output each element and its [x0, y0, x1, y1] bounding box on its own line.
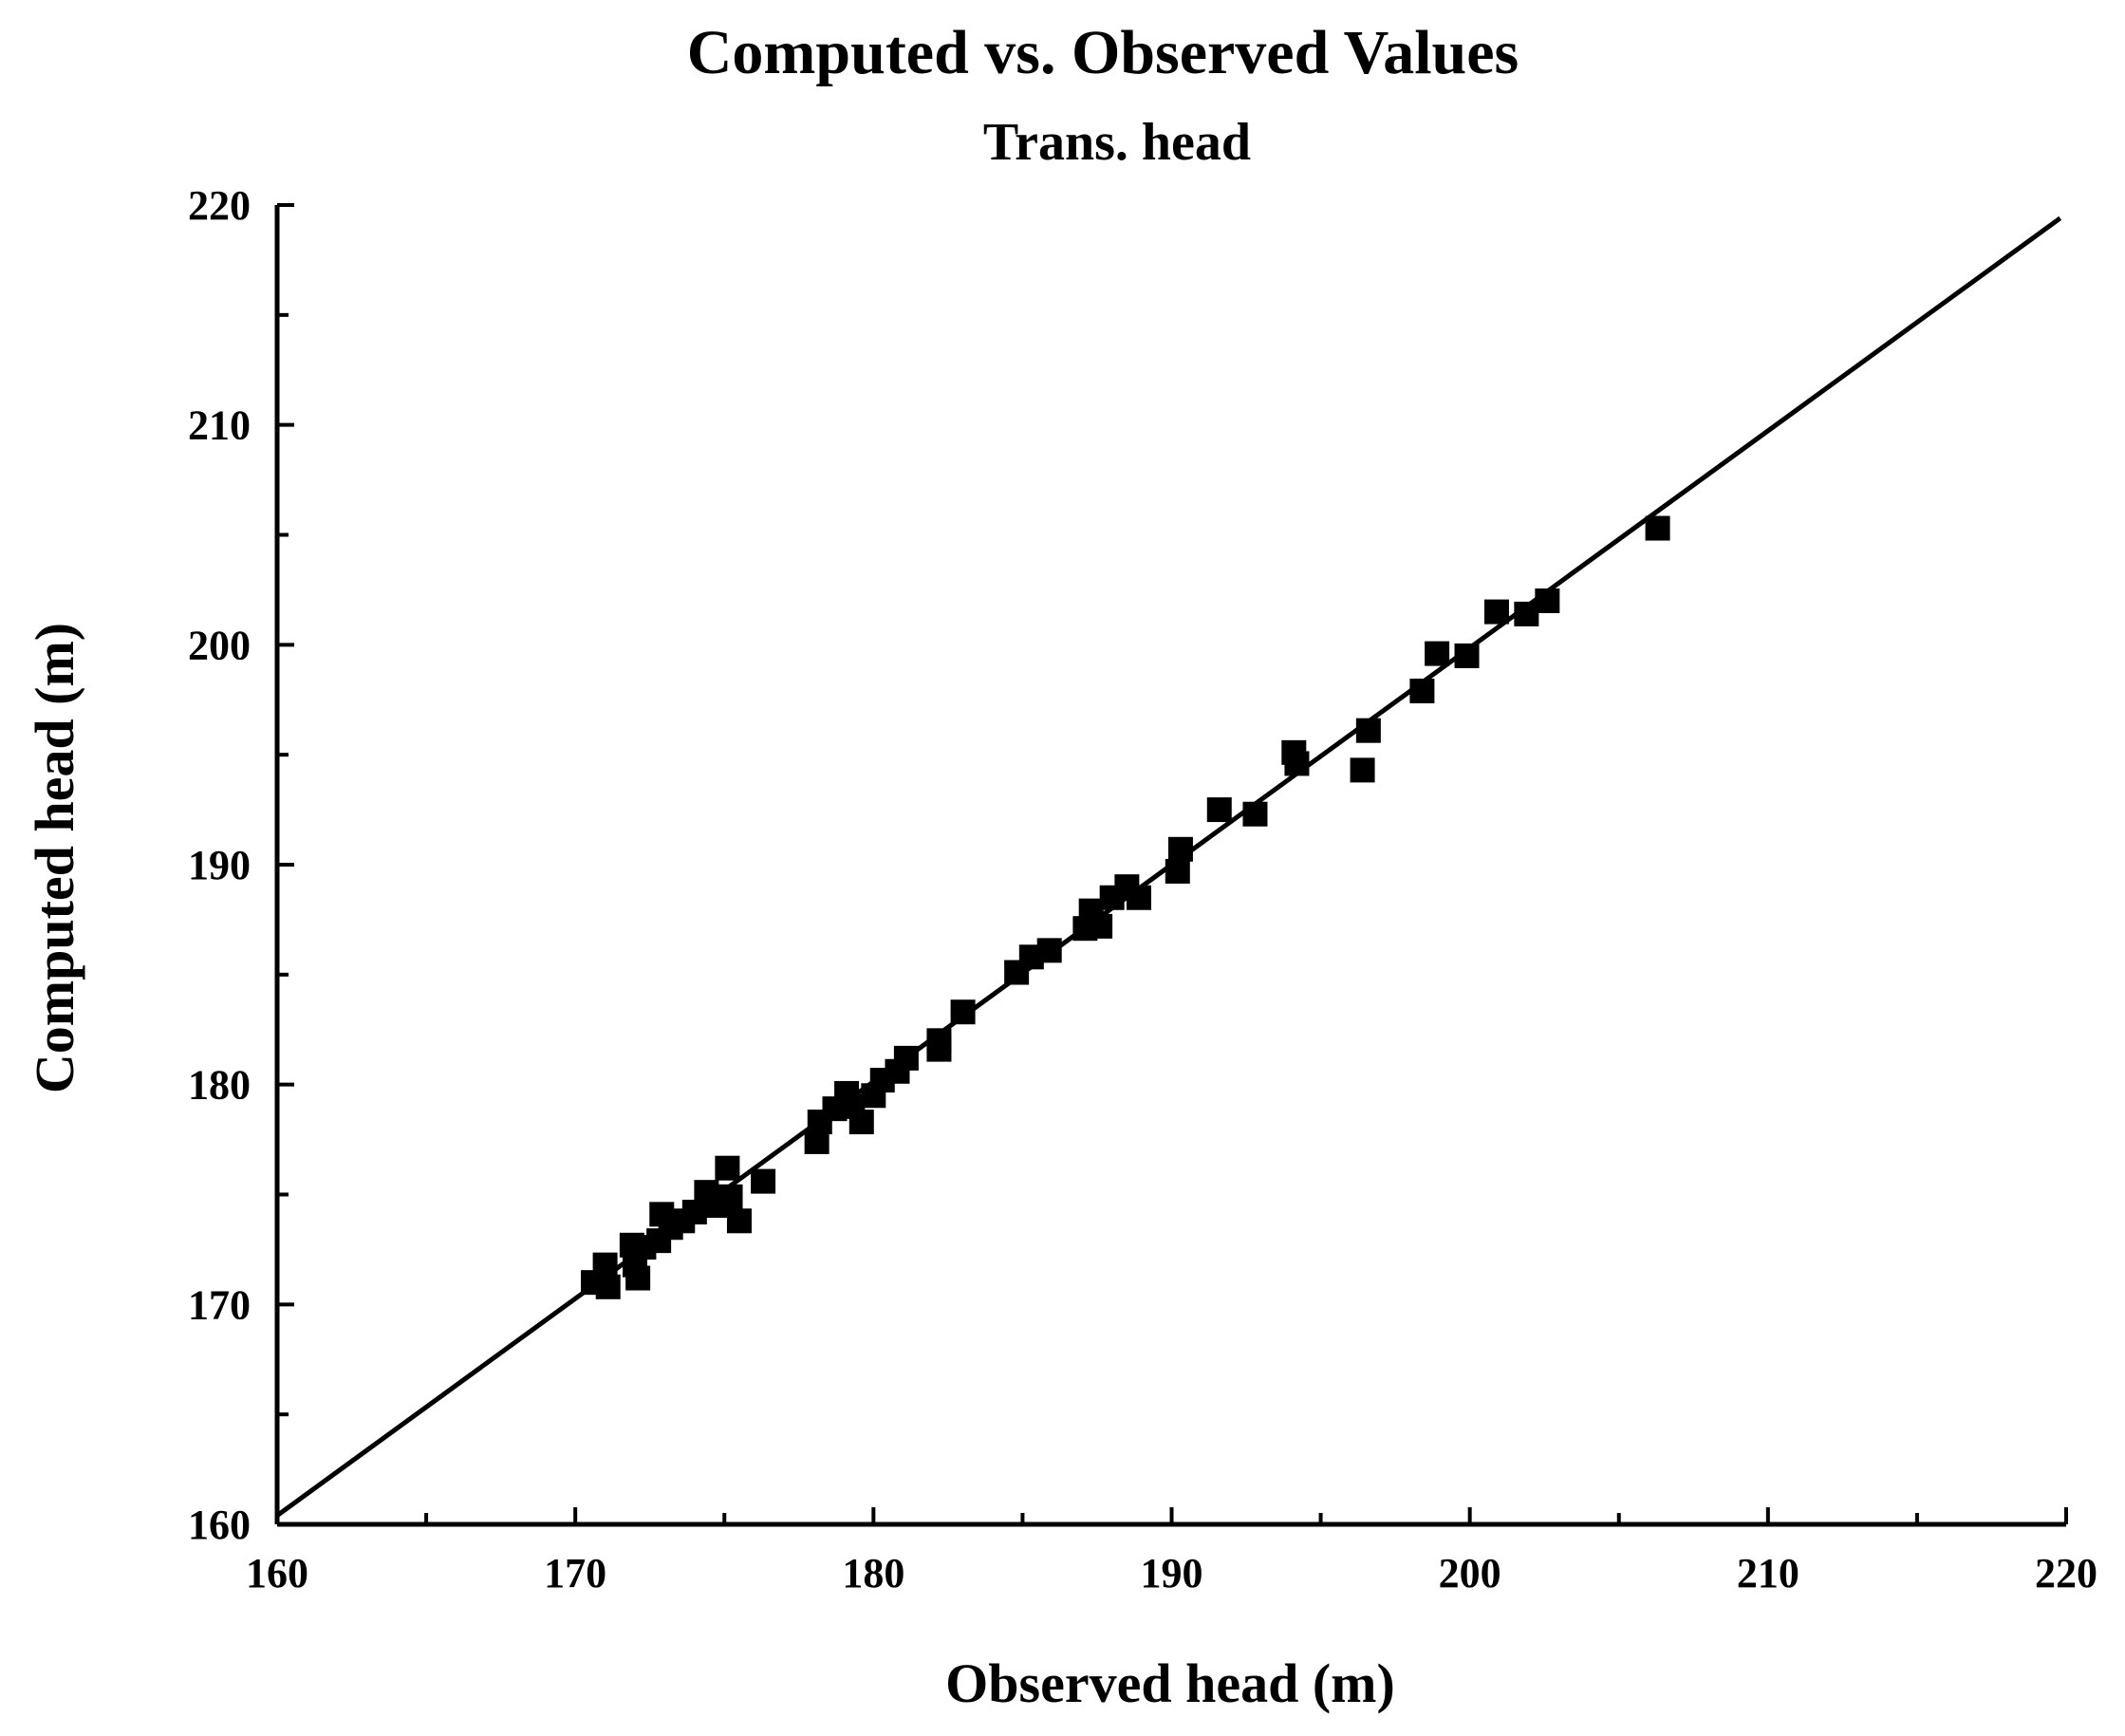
data-point [715, 1155, 740, 1181]
y-tick-label: 200 [188, 622, 251, 668]
chart-subtitle: Trans. head [983, 113, 1251, 172]
x-axis-label: Observed head (m) [945, 1652, 1395, 1714]
data-point [1206, 797, 1232, 823]
data-point [1036, 938, 1062, 963]
data-point [1409, 678, 1435, 703]
data-point [1454, 643, 1480, 668]
y-axis-label: Computed head (m) [24, 623, 85, 1093]
data-point [726, 1208, 752, 1234]
data-point [1483, 599, 1509, 625]
data-point [1355, 718, 1381, 743]
x-tick-label: 210 [1737, 1550, 1799, 1596]
data-point [1350, 757, 1375, 783]
y-tick-label: 220 [188, 182, 251, 229]
x-tick-label: 220 [2035, 1550, 2097, 1596]
y-tick-label: 210 [188, 402, 251, 449]
data-points [581, 515, 1670, 1299]
y-tick-label: 170 [188, 1281, 251, 1328]
data-point [1284, 751, 1310, 776]
y-tick-label: 160 [188, 1502, 251, 1548]
data-point [1535, 588, 1560, 613]
data-point [625, 1265, 651, 1291]
x-tick-label: 180 [842, 1550, 904, 1596]
data-point [1425, 641, 1450, 666]
x-tick-label: 190 [1141, 1550, 1203, 1596]
data-point [1645, 515, 1670, 541]
data-point [893, 1045, 919, 1071]
data-point [751, 1168, 776, 1194]
data-point [1514, 601, 1539, 626]
y-tick-label: 180 [188, 1062, 251, 1109]
y-tick-label: 190 [188, 842, 251, 888]
data-point [1088, 913, 1113, 939]
data-point [1242, 801, 1268, 827]
data-point [592, 1252, 618, 1278]
chart-title: Computed vs. Observed Values [687, 18, 1519, 87]
x-tick-label: 200 [1439, 1550, 1501, 1596]
data-point [1165, 858, 1190, 884]
axis-ticks: 160 170 180 190 200 210 220 160 170 180 190 200 210 2… [188, 182, 2097, 1596]
x-tick-label: 170 [544, 1550, 606, 1596]
data-point [718, 1184, 743, 1209]
data-point [1126, 885, 1151, 910]
data-point [926, 1036, 952, 1062]
data-point [1167, 836, 1193, 862]
data-point [595, 1274, 621, 1299]
x-tick-label: 160 [246, 1550, 308, 1596]
data-point [950, 999, 976, 1025]
data-point [848, 1110, 874, 1135]
